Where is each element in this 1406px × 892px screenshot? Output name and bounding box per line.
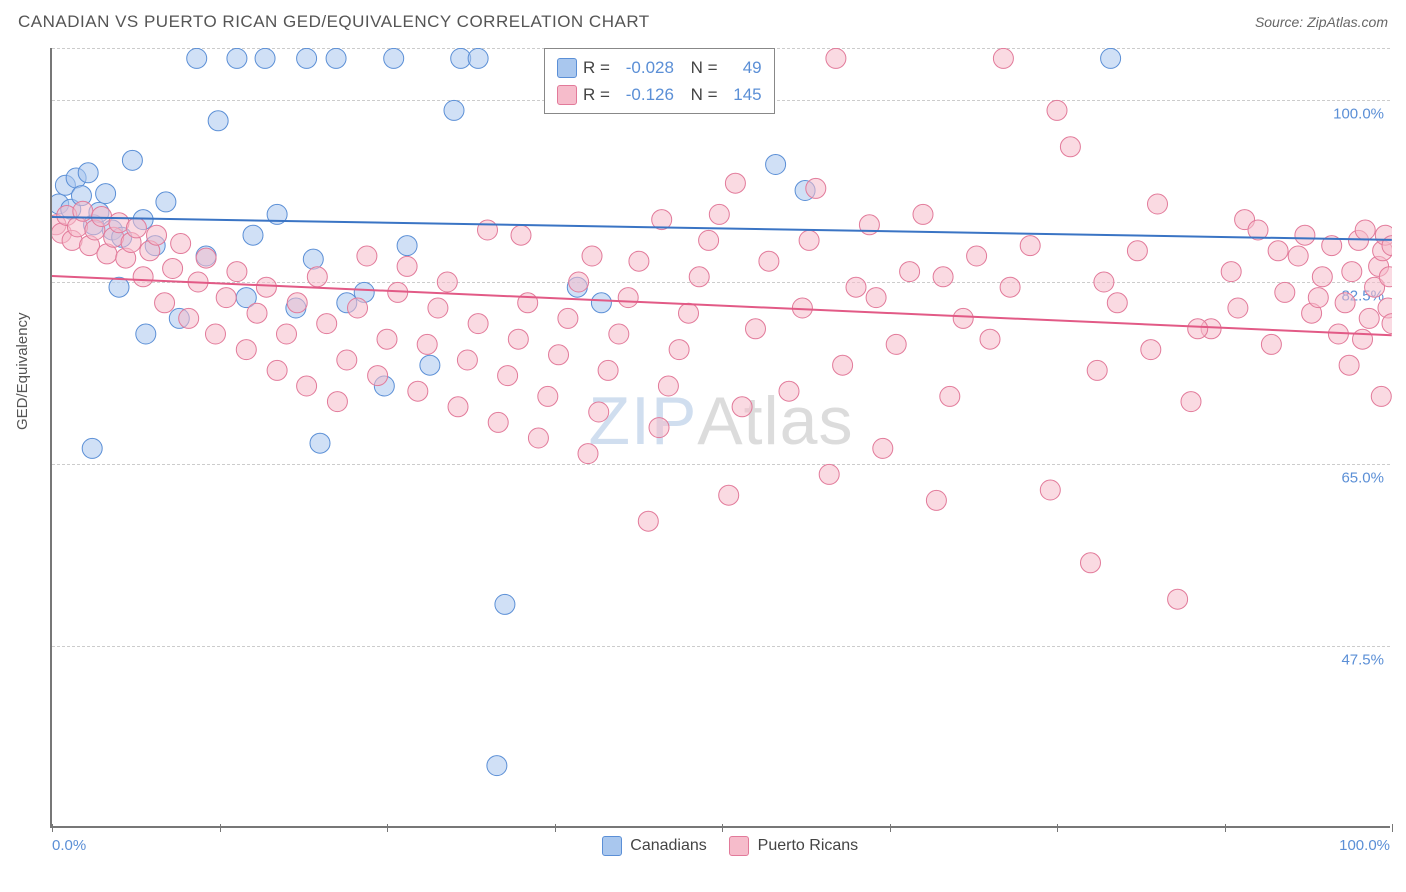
- n-value-canadians: 49: [724, 54, 762, 81]
- swatch-canadians: [557, 58, 577, 78]
- y-axis-label: GED/Equivalency: [14, 312, 31, 430]
- swatch-canadians-bottom: [602, 836, 622, 856]
- r-value-puerto-ricans: -0.126: [616, 81, 674, 108]
- bottom-legend-puerto-ricans: Puerto Ricans: [758, 837, 859, 854]
- swatch-puerto-ricans: [557, 85, 577, 105]
- chart-header: CANADIAN VS PUERTO RICAN GED/EQUIVALENCY…: [0, 0, 1406, 40]
- chart-title: CANADIAN VS PUERTO RICAN GED/EQUIVALENCY…: [18, 12, 650, 32]
- n-label: N =: [691, 81, 718, 108]
- bottom-legend: Canadians Puerto Ricans: [52, 836, 1390, 856]
- n-label: N =: [691, 54, 718, 81]
- r-label: R =: [583, 81, 610, 108]
- n-value-puerto-ricans: 145: [724, 81, 762, 108]
- plot-area: 47.5%65.0%82.5%100.0% ZIPAtlas R = -0.02…: [50, 48, 1390, 828]
- scatter-points: [52, 48, 1392, 828]
- legend-row-puerto-ricans: R = -0.126 N = 145: [557, 81, 762, 108]
- swatch-puerto-ricans-bottom: [729, 836, 749, 856]
- legend-row-canadians: R = -0.028 N = 49: [557, 54, 762, 81]
- bottom-legend-canadians: Canadians: [630, 837, 707, 854]
- stats-legend: R = -0.028 N = 49 R = -0.126 N = 145: [544, 48, 775, 114]
- r-label: R =: [583, 54, 610, 81]
- source-label: Source: ZipAtlas.com: [1255, 14, 1388, 30]
- r-value-canadians: -0.028: [616, 54, 674, 81]
